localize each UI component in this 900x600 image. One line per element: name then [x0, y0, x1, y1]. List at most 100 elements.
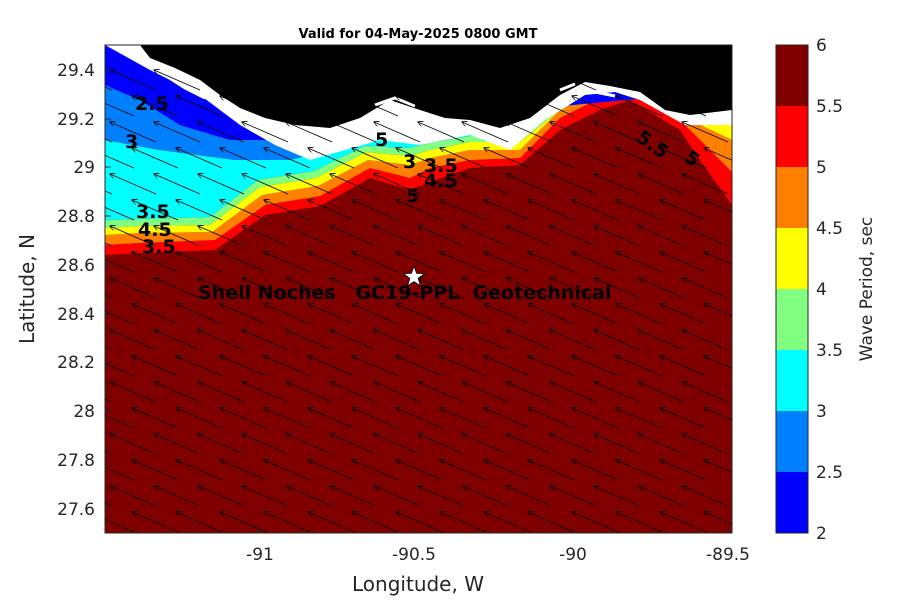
wave-arrow	[638, 278, 685, 299]
wave-arrow	[704, 356, 732, 369]
site-label: Shell Noches GC19-PPL Geotechnical	[198, 282, 612, 304]
wave-arrow	[330, 330, 377, 351]
wave-arrow	[132, 252, 179, 273]
wave-arrow	[462, 330, 509, 351]
wave-arrow	[638, 70, 685, 91]
wave-arrow	[616, 356, 663, 377]
wave-arrow	[616, 512, 663, 533]
wave-arrow	[286, 434, 333, 455]
wave-arrow	[440, 460, 487, 481]
wave-arrow	[330, 70, 377, 91]
y-tick-label: 28.6	[57, 256, 95, 276]
wave-arrow	[286, 330, 333, 351]
wave-arrow	[616, 96, 663, 117]
wave-direction-arrows	[105, 70, 732, 533]
wave-arrow	[616, 304, 663, 325]
wave-arrow	[418, 122, 465, 143]
wave-arrow	[440, 252, 487, 273]
wave-arrow	[572, 148, 619, 169]
wave-arrow	[105, 206, 135, 221]
wave-arrow	[105, 518, 135, 533]
colorbar-label: Wave Period, sec	[857, 217, 877, 362]
wave-arrow	[264, 304, 311, 325]
wave-arrow	[330, 434, 377, 455]
wave-arrow	[484, 148, 531, 169]
wave-arrow	[242, 330, 289, 351]
wave-arrow	[682, 278, 729, 299]
wave-arrow	[550, 486, 597, 507]
wave-arrow	[550, 382, 597, 403]
wave-arrow	[330, 486, 377, 507]
wave-arrow	[132, 96, 179, 117]
wave-arrow	[396, 512, 443, 533]
wave-arrow	[264, 512, 311, 533]
colorbar-tick-label: 3.5	[816, 341, 843, 361]
wave-arrow	[286, 278, 333, 299]
wave-arrow	[572, 200, 619, 221]
colorbar: 2 2.5 3 3.5 4 4.5 5 5.5 6 Wave Period, s…	[775, 36, 877, 544]
contour-label: 3	[125, 131, 138, 153]
wave-arrow	[220, 252, 267, 273]
wave-arrow	[506, 434, 553, 455]
wave-arrow	[198, 434, 245, 455]
wave-arrow	[352, 148, 399, 169]
wave-arrow	[154, 122, 201, 143]
wave-arrow	[506, 330, 553, 351]
x-axis: -91 -90.5 -90 -89.5	[246, 527, 750, 565]
wave-arrow	[440, 408, 487, 429]
wave-arrow	[330, 226, 377, 247]
wave-arrow	[110, 226, 157, 247]
wave-arrow	[704, 304, 732, 317]
wave-arrow	[528, 512, 575, 533]
wave-arrow	[484, 408, 531, 429]
colorbar-tick-label: 5	[816, 158, 827, 178]
wave-arrow	[660, 304, 707, 325]
site-star-marker	[402, 264, 426, 287]
wave-arrow	[682, 226, 729, 247]
wave-arrow	[176, 408, 223, 429]
wave-arrow	[132, 200, 179, 221]
wave-arrow	[462, 226, 509, 247]
colorbar-segment	[776, 289, 808, 350]
wave-arrow	[374, 122, 421, 143]
wave-arrow	[220, 460, 267, 481]
colorbar-tick-label: 4.5	[816, 219, 843, 239]
wave-arrow	[154, 486, 201, 507]
wave-arrow	[704, 96, 732, 109]
wave-arrow	[638, 174, 685, 195]
wave-arrow	[286, 226, 333, 247]
contour-label: 4.5	[138, 219, 172, 241]
wave-arrow	[660, 148, 707, 169]
wave-arrow	[440, 96, 487, 117]
wave-arrow	[396, 304, 443, 325]
wave-arrow	[682, 122, 729, 143]
wave-arrow	[594, 226, 641, 247]
wave-arrow	[220, 408, 267, 429]
wave-arrow	[638, 226, 685, 247]
wave-arrow	[374, 278, 421, 299]
wave-arrow	[308, 304, 355, 325]
wave-arrow	[418, 278, 465, 299]
wave-arrow	[506, 70, 553, 91]
wave-arrow	[242, 122, 289, 143]
wave-arrow	[704, 512, 732, 525]
x-tick-label: -90	[559, 545, 587, 565]
wave-arrow	[572, 96, 619, 117]
wave-arrow	[418, 486, 465, 507]
wave-arrow	[638, 434, 685, 455]
plot-frame	[104, 44, 733, 534]
wave-arrow	[105, 102, 135, 117]
wave-arrow	[682, 174, 729, 195]
wave-arrow	[484, 512, 531, 533]
wave-arrow	[462, 434, 509, 455]
y-tick-label: 28	[73, 402, 95, 422]
wave-arrow	[616, 200, 663, 221]
wave-arrow	[110, 486, 157, 507]
wave-arrow	[105, 466, 135, 481]
y-tick-label: 29.2	[57, 110, 95, 130]
wave-arrow	[550, 434, 597, 455]
wave-arrow	[528, 252, 575, 273]
wave-arrow	[660, 512, 707, 533]
wave-arrow	[264, 148, 311, 169]
wave-arrow	[572, 356, 619, 377]
